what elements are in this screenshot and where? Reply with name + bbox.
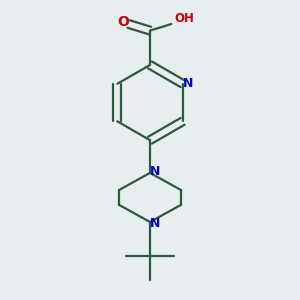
Text: N: N: [150, 165, 160, 178]
Text: N: N: [150, 217, 160, 230]
Text: N: N: [183, 77, 194, 90]
Text: O: O: [117, 15, 129, 29]
Text: OH: OH: [175, 12, 194, 25]
